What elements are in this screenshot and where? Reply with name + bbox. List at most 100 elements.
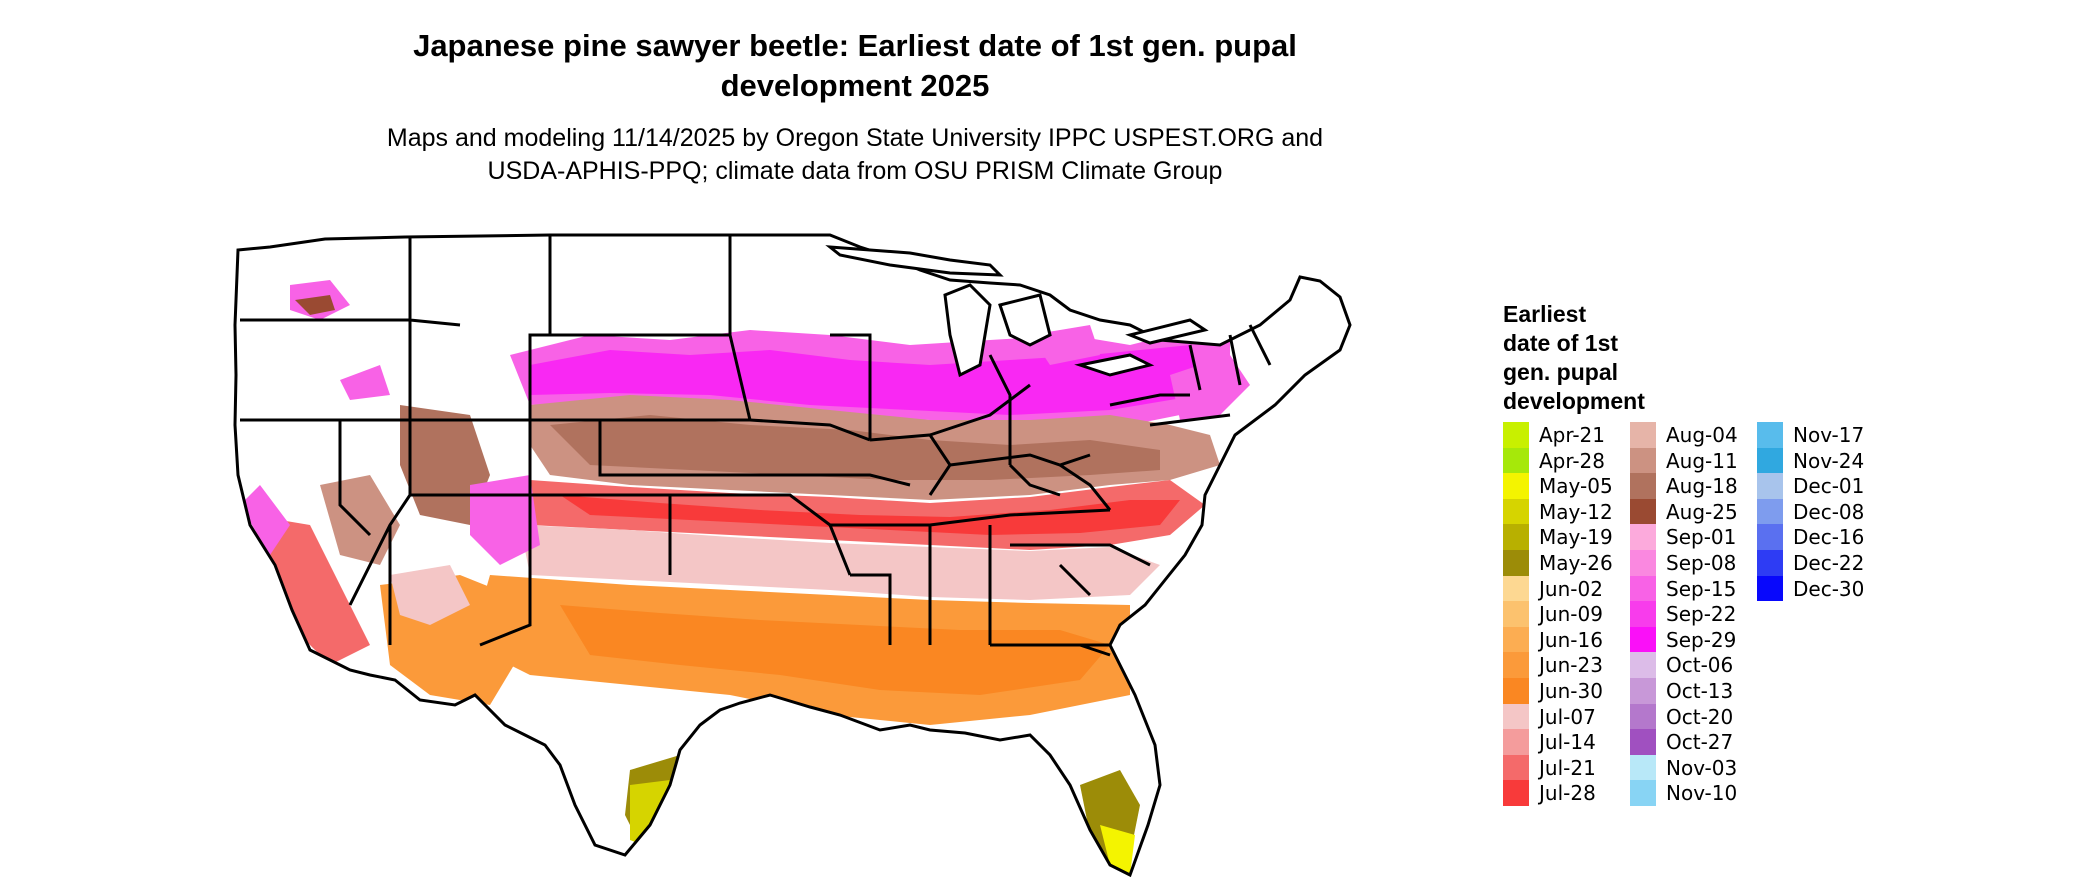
legend-label: Sep-08: [1666, 551, 1737, 575]
legend-label: May-05: [1539, 474, 1613, 499]
legend-swatch: [1630, 601, 1656, 627]
legend-swatch: [1757, 575, 1783, 602]
legend-item: Nov-03: [1630, 754, 1755, 781]
legend-item: Jun-09: [1503, 601, 1628, 627]
legend-item: Dec-01: [1757, 473, 1882, 499]
legend-swatch: [1503, 473, 1529, 499]
legend-swatch: [1503, 703, 1529, 730]
legend-swatch: [1630, 524, 1656, 550]
legend-swatch: [1757, 447, 1783, 474]
legend-item: Jun-23: [1503, 652, 1628, 678]
map-color-fill: [235, 235, 1350, 875]
legend-item: Jul-28: [1503, 780, 1628, 806]
legend-item: May-05: [1503, 473, 1628, 499]
legend-label: Sep-01: [1666, 525, 1737, 550]
legend-swatch: [1503, 754, 1529, 781]
legend-label: Oct-13: [1666, 679, 1734, 703]
legend-item: Oct-13: [1630, 678, 1755, 704]
legend-label: Jul-14: [1539, 730, 1596, 755]
legend-swatch: [1757, 422, 1783, 448]
legend-item: Oct-06: [1630, 652, 1755, 678]
legend-label: Oct-20: [1666, 704, 1734, 729]
legend-swatch: [1503, 524, 1529, 550]
legend-item: Dec-30: [1757, 575, 1882, 602]
legend-label: Aug-25: [1666, 499, 1738, 524]
legend-item: Dec-08: [1757, 498, 1882, 525]
legend-label: May-12: [1539, 499, 1613, 524]
legend-label: Apr-28: [1539, 448, 1605, 473]
legend-title-line: date of 1st: [1503, 330, 1619, 356]
legend-swatch: [1757, 473, 1783, 499]
legend-item: Jul-07: [1503, 703, 1628, 730]
map-title-line-2: development 2025: [720, 68, 990, 103]
legend-item: Dec-22: [1757, 550, 1882, 576]
legend-item: Sep-01: [1630, 524, 1755, 550]
legend-swatch: [1630, 678, 1656, 704]
legend-label: Nov-17: [1793, 423, 1865, 447]
state-boundaries: [233, 233, 1352, 878]
legend-swatch: [1503, 550, 1529, 576]
legend-title-line: development: [1503, 388, 1645, 414]
map-title: Japanese pine sawyer beetle: Earliest da…: [330, 26, 1380, 106]
legend-label: Jun-23: [1539, 653, 1603, 678]
legend-label: Jun-09: [1539, 602, 1603, 627]
legend-item: Sep-29: [1630, 626, 1755, 653]
legend-item: Nov-24: [1757, 447, 1882, 474]
legend-label: Dec-22: [1793, 551, 1865, 575]
legend-label: Nov-24: [1793, 448, 1865, 473]
legend-item: Apr-21: [1503, 422, 1628, 448]
legend-label: Jun-30: [1539, 679, 1603, 703]
legend-swatch: [1503, 422, 1529, 448]
legend-item: Jul-21: [1503, 754, 1628, 781]
legend-label: Apr-21: [1539, 423, 1605, 447]
legend-item: Oct-27: [1630, 729, 1755, 755]
legend-item: Aug-11: [1630, 447, 1755, 474]
legend-label: Jul-07: [1539, 704, 1596, 729]
legend-item: May-12: [1503, 498, 1628, 525]
legend-label: Dec-08: [1793, 499, 1865, 524]
legend-label: Aug-11: [1666, 448, 1738, 473]
legend-swatch: [1630, 729, 1656, 755]
legend-title-line: Earliest: [1503, 301, 1587, 327]
legend-swatch: [1630, 575, 1656, 602]
legend-item: Apr-28: [1503, 447, 1628, 474]
legend-swatch: [1503, 498, 1529, 525]
legend-label: Aug-18: [1666, 474, 1738, 499]
legend-swatch: [1503, 652, 1529, 678]
legend-label: May-19: [1539, 525, 1613, 550]
legend-label: Sep-29: [1666, 627, 1737, 652]
legend-swatch: [1630, 473, 1656, 499]
legend-swatch: [1630, 652, 1656, 678]
legend-label: Jun-16: [1539, 627, 1603, 652]
legend-swatch: [1630, 422, 1656, 448]
map-subtitle-line-2: USDA-APHIS-PPQ; climate data from OSU PR…: [487, 157, 1223, 185]
legend-label: Dec-30: [1793, 576, 1865, 601]
legend-item: Jun-16: [1503, 626, 1628, 653]
legend-swatch: [1503, 678, 1529, 704]
legend-item: Jul-14: [1503, 729, 1628, 755]
legend-item: May-19: [1503, 524, 1628, 550]
legend-swatch: [1630, 626, 1656, 653]
legend-label: Dec-01: [1793, 474, 1865, 499]
legend-swatch: [1503, 575, 1529, 602]
legend-label: Dec-16: [1793, 525, 1865, 550]
legend-item: Aug-18: [1630, 473, 1755, 499]
legend-item: Nov-17: [1757, 422, 1882, 448]
legend-label: Nov-10: [1666, 781, 1738, 806]
map-subtitle-line-1: Maps and modeling 11/14/2025 by Oregon S…: [386, 124, 1324, 152]
legend-swatch: [1630, 780, 1656, 806]
legend-title-line: gen. pupal: [1503, 359, 1618, 385]
legend-label: Sep-22: [1666, 602, 1737, 627]
legend-label: Nov-03: [1666, 755, 1738, 780]
legend-label: Jul-21: [1539, 755, 1596, 780]
legend-item: Dec-16: [1757, 524, 1882, 550]
legend-item: Sep-08: [1630, 550, 1755, 576]
legend-swatch: [1630, 498, 1656, 525]
legend-item: Nov-10: [1630, 780, 1755, 806]
legend-label: Oct-27: [1666, 730, 1734, 755]
legend-label: Jun-02: [1539, 576, 1603, 601]
legend-swatch: [1630, 550, 1656, 576]
legend-label: Aug-04: [1666, 423, 1738, 447]
map-title-line-1: Japanese pine sawyer beetle: Earliest da…: [413, 28, 1297, 63]
map-subtitle: Maps and modeling 11/14/2025 by Oregon S…: [330, 122, 1380, 188]
